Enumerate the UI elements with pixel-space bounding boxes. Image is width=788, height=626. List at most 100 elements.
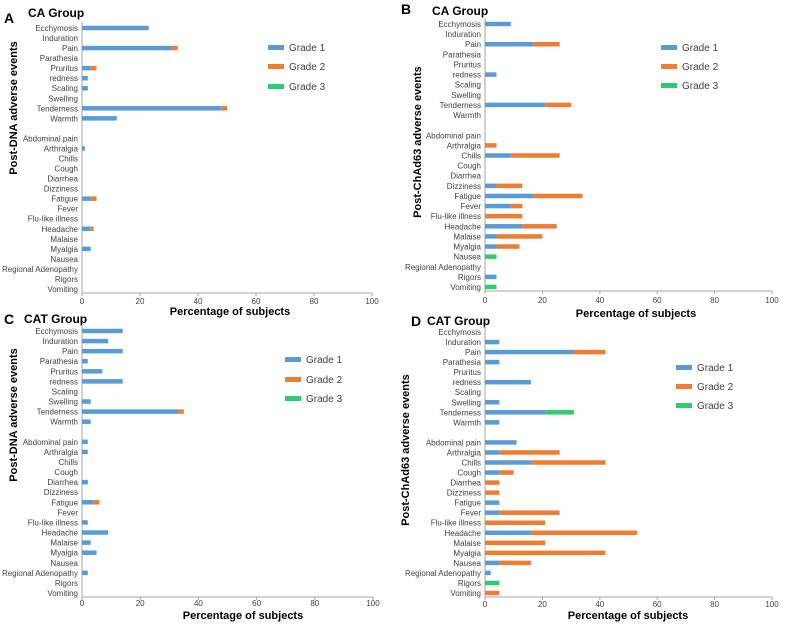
panel-c-category-label: Rigors [55, 579, 78, 588]
panel-c-letter: C [4, 311, 14, 327]
panel-b-x-tick-label: 20 [538, 296, 547, 305]
panel-d-legend-swatch-grade2 [676, 384, 692, 389]
panel-a-legend-swatch-grade1 [268, 45, 284, 50]
panel-c-category-label: Abdominal pain [23, 438, 78, 447]
panel-b-bar-grade1 [485, 274, 497, 280]
panel-b-category-label: redness [453, 71, 481, 80]
panel-b-category-label: Myalgia [453, 243, 481, 252]
panel-b-x-tick-label: 100 [765, 296, 779, 305]
panel-b-category-label: Rigors [458, 273, 481, 282]
panel-a-x-tick-label: 100 [365, 297, 379, 306]
panel-c-bar-grade1 [82, 439, 88, 445]
panel-d-legend-grade3: Grade 3 [697, 401, 734, 412]
panel-d-bar-grade1 [485, 530, 531, 536]
panel-a-bar-grade1 [82, 226, 91, 232]
panel-d-bar-grade1 [485, 470, 500, 475]
panel-b-legend-grade3: Grade 3 [682, 81, 719, 92]
panel-c-category-label: redness [50, 377, 78, 386]
panel-b-ylabel: Post-ChAd63 adverse events [412, 66, 424, 218]
panel-d: D CAT Group Post-ChAd63 adverse events P… [400, 313, 779, 622]
panel-c: C CAT Group Post-DNA adverse events Perc… [2, 311, 380, 622]
panel-b-xlabel: Percentage of subjects [576, 308, 696, 320]
panel-b-bar-grade2 [510, 153, 560, 158]
panel-a-bar-grade2 [90, 65, 97, 71]
panel-c-category-label: Flu-like illness [28, 518, 78, 527]
panel-a-category-label: redness [50, 74, 78, 83]
panel-a-category-label: Warmth [50, 114, 78, 123]
panel-c-legend-swatch-grade1 [285, 357, 301, 362]
panel-b-category-label: Vomiting [450, 283, 481, 292]
panel-c-category-label: Induration [42, 337, 78, 346]
panel-d-bar-grade1 [485, 379, 531, 385]
panel-b-bar-grade2 [533, 193, 583, 199]
panel-a-category-label: Arthralgia [44, 144, 79, 153]
panel-a-category-label: Chills [58, 155, 78, 164]
panel-a-x-tick-label: 40 [194, 297, 203, 306]
panel-a-category-label: Dizziness [44, 185, 78, 194]
panel-b-category-label: Nausea [453, 253, 481, 262]
panel-c-category-label: Warmth [50, 418, 78, 427]
panel-d-legend-grade2: Grade 2 [697, 382, 734, 393]
panel-a-category-label: Swelling [48, 94, 78, 103]
panel-a-bar-grade1 [82, 116, 117, 121]
panel-c-bar-grade1 [82, 348, 123, 354]
panel-a-bar-grade1 [82, 45, 172, 51]
panel-b-x-tick-label: 60 [653, 296, 662, 305]
panel-d-category-label: Tenderness [440, 408, 481, 417]
panel-b-plot: 0 20 40 60 80 100 EcchymosisIndurationPainPara… [405, 18, 779, 305]
panel-c-category-label: Pruritus [50, 367, 78, 376]
panel-b-bar-grade3 [485, 284, 497, 290]
panel-a-category-label: Pain [62, 44, 78, 53]
panel-a-category-label: Ecchymosis [35, 24, 78, 33]
panel-b-legend-swatch-grade3 [661, 83, 677, 88]
panel-b-bar-grade2 [485, 213, 523, 219]
panel-b-category-label: Warmth [453, 111, 481, 120]
panel-b-category-label: Fever [461, 202, 482, 211]
panel-d-x-tick-label: 100 [765, 600, 779, 609]
panel-d-category-label: Parathesia [443, 358, 482, 367]
panel-c-x-tick-label: 80 [310, 599, 319, 608]
panel-b-category-label: Ecchymosis [438, 20, 481, 29]
panel-c-category-label: Chills [58, 458, 78, 467]
panel-c-legend-grade1: Grade 1 [306, 355, 343, 366]
panel-a-category-label: Myalgia [50, 245, 78, 254]
panel-d-bar-grade2 [499, 560, 531, 566]
panel-a-x-tick-label: 0 [80, 297, 85, 306]
panel-a-category-label: Abdominal pain [23, 134, 78, 143]
panel-c-xlabel: Percentage of subjects [183, 610, 303, 622]
panel-d-category-label: Myalgia [453, 549, 481, 558]
panel-c-category-label: Scaling [52, 387, 78, 396]
panel-d-bar-grade1 [485, 339, 500, 345]
panel-b-letter: B [401, 1, 411, 17]
panel-b-bar-grade2 [510, 203, 523, 209]
panel-d-bar-grade2 [530, 460, 606, 465]
panel-b-x-tick-label: 0 [483, 296, 488, 305]
panel-b-legend-swatch-grade1 [661, 45, 677, 50]
panel-b-bar-grade2 [496, 183, 523, 189]
panel-c-bar-grade1 [82, 399, 91, 404]
panel-c-category-label: Fatigue [51, 498, 78, 507]
panel-c-bar-grade1 [82, 500, 94, 505]
panel-c-plot: 0 20 40 60 80 100 EcchymosisIndurationPainPara… [2, 325, 380, 608]
panel-b-bar-grade1 [485, 234, 497, 239]
panel-d-x-tick-label: 20 [538, 600, 547, 609]
panel-b-category-label: Swelling [451, 91, 481, 100]
panel-d-bar-grade1 [485, 440, 517, 445]
panel-b-category-label: Flu-like illness [431, 212, 481, 221]
panel-b-bar-grade1 [485, 224, 523, 229]
panel-d-category-label: Fatigue [454, 499, 481, 508]
panel-d-bar-grade1 [485, 349, 574, 355]
panel-d-legend-swatch-grade1 [676, 365, 692, 370]
panel-d-category-label: Abdominal pain [426, 438, 481, 447]
panel-d-category-label: Vomiting [450, 589, 481, 598]
panel-c-bar-grade1 [82, 379, 123, 384]
panel-d-bar-grade1 [485, 359, 500, 365]
panel-d-legend: Grade 1 Grade 2 Grade 3 [676, 363, 734, 412]
panel-d-bar-grade2 [499, 510, 560, 515]
panel-a-bar-grade1 [82, 106, 222, 111]
panel-b-bar-grade1 [485, 41, 534, 47]
panel-a-legend-swatch-grade2 [268, 64, 284, 69]
panel-b-category-label: Malaise [453, 232, 481, 241]
panel-c-bar-grade1 [82, 409, 179, 414]
panel-b-bar-grade1 [485, 183, 497, 189]
